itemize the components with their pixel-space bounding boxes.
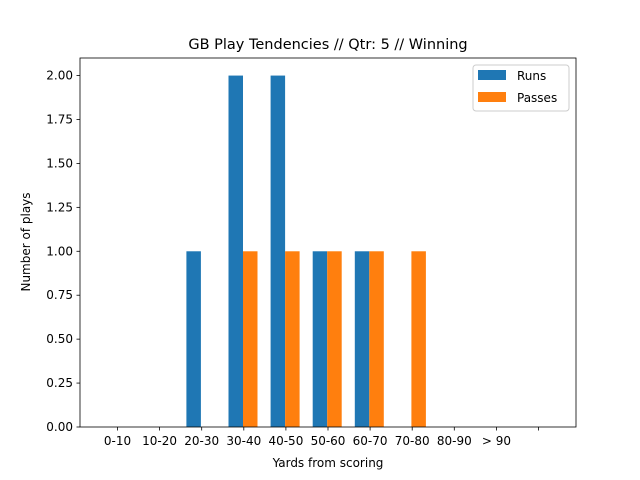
y-tick-label: 0.75 — [46, 288, 73, 302]
x-tick-label: 60-70 — [353, 434, 388, 448]
x-tick-label: 0-10 — [104, 434, 131, 448]
chart-title: GB Play Tendencies // Qtr: 5 // Winning — [188, 37, 467, 53]
bar-runs-20-30 — [186, 251, 201, 427]
bar-runs-30-40 — [229, 76, 244, 427]
bar-runs-40-50 — [271, 76, 286, 427]
bar-passes-50-60 — [327, 251, 342, 427]
legend-swatch-runs — [478, 70, 506, 80]
axes-layer: 0.00 0.25 0.50 0.75 1.00 1.25 1.50 1.75 2.00 0-10… — [46, 58, 576, 448]
y-tick-label: 1.75 — [46, 113, 73, 127]
bar-passes-40-50 — [285, 251, 300, 427]
x-axis-label: Yards from scoring — [272, 456, 384, 470]
x-tick-label: 50-60 — [311, 434, 346, 448]
bar-passes-60-70 — [369, 251, 384, 427]
bar-passes-30-40 — [243, 251, 258, 427]
legend-label-passes: Passes — [517, 91, 557, 105]
x-tick-label: 40-50 — [268, 434, 303, 448]
x-tick-label: 20-30 — [184, 434, 219, 448]
x-tick-label: 70-80 — [395, 434, 430, 448]
y-tick-label: 0.00 — [46, 420, 73, 434]
bars-layer — [186, 76, 426, 427]
y-tick-label: 1.00 — [46, 244, 73, 258]
legend-swatch-passes — [478, 92, 506, 102]
y-tick-label: 0.25 — [46, 376, 73, 390]
bar-runs-50-60 — [313, 251, 328, 427]
x-tick-label: 30-40 — [226, 434, 261, 448]
y-tick-label: 1.25 — [46, 200, 73, 214]
y-tick-label: 2.00 — [46, 69, 73, 83]
x-tick-label: 10-20 — [142, 434, 177, 448]
bar-runs-60-70 — [355, 251, 370, 427]
x-tick-label: 80-90 — [437, 434, 472, 448]
legend: Runs Passes — [473, 65, 569, 111]
y-tick-label: 1.50 — [46, 156, 73, 170]
bar-passes-70-80 — [411, 251, 426, 427]
y-axis-label: Number of plays — [19, 192, 33, 291]
y-tick-label: 0.50 — [46, 332, 73, 346]
x-tick-label: > 90 — [482, 434, 511, 448]
legend-label-runs: Runs — [517, 69, 546, 83]
